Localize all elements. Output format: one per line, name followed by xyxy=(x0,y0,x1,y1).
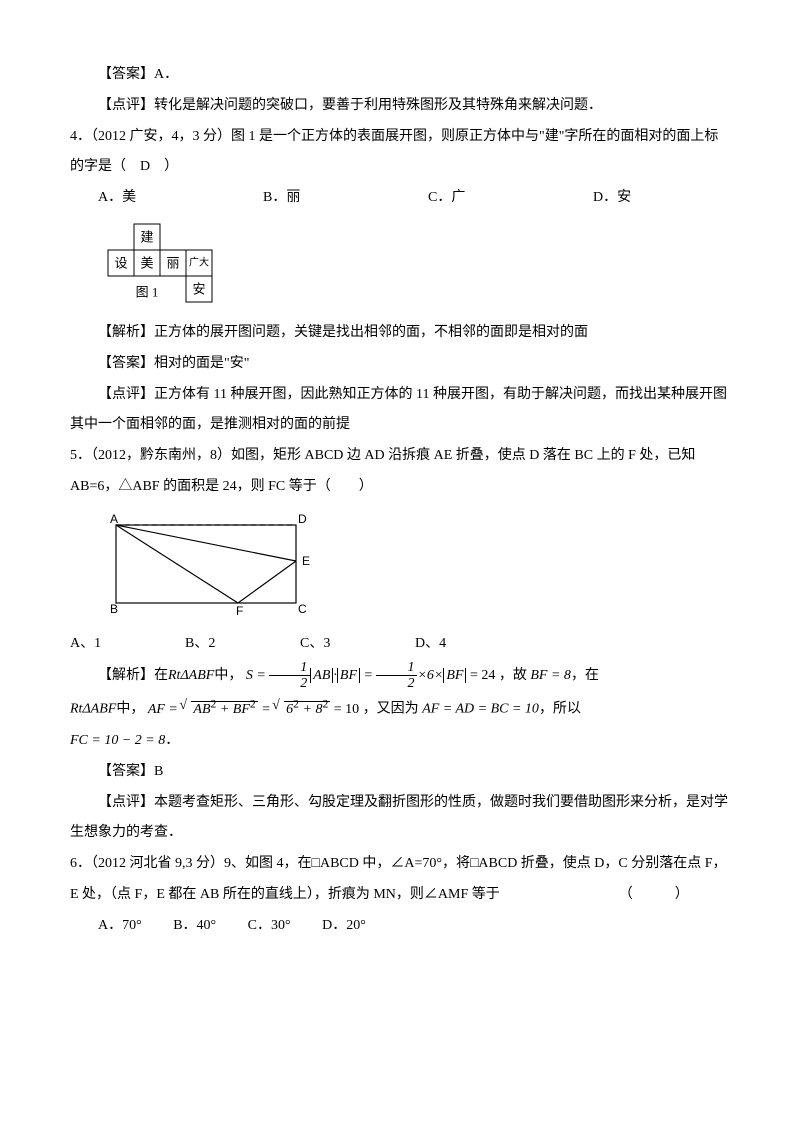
cube-net-svg: 建 设 美 丽 广大 安 图 1 xyxy=(98,220,248,312)
q5-opt-c: C、3 xyxy=(300,629,415,660)
q6-stem: 6．（2012 河北省 9,3 分）9、如图 4，在□ABCD 中，∠A=70°… xyxy=(70,849,730,911)
since: ，又因为 xyxy=(363,702,419,717)
cell-li: 丽 xyxy=(166,255,179,270)
q5-stem: 5．（2012，黔东南州，8）如图，矩形 ABCD 边 AD 沿拆痕 AE 折叠… xyxy=(70,441,730,503)
label-c: C xyxy=(298,602,307,616)
cell-mei: 美 xyxy=(140,255,153,270)
q6-opt-d: D．20° xyxy=(322,918,366,933)
q5-fc: FC = 10 − 2 = 8． xyxy=(70,726,730,757)
q5-options: A、1 B、2 C、3 D、4 xyxy=(70,629,530,660)
q4-answer: 【答案】相对的面是"安" xyxy=(70,349,730,380)
q5-opt-a: A、1 xyxy=(70,629,185,660)
so: ，所以 xyxy=(539,702,581,717)
label-f: F xyxy=(236,604,243,618)
q5-rt2: RtΔABF xyxy=(70,702,116,717)
cell-guangda: 广大 xyxy=(189,255,209,268)
label-e: E xyxy=(302,554,310,568)
q5-mid1: 中， xyxy=(214,668,242,683)
cell-she: 设 xyxy=(114,255,127,270)
q5-analysis-line2: RtΔABF中， AF = AB2 + BF2 = 62 + 82 = 10 ，… xyxy=(70,691,730,725)
eq24: = 24 xyxy=(466,668,495,683)
q4-opt-a: A．美 xyxy=(70,183,235,214)
q6-opt-b: B．40° xyxy=(173,918,216,933)
rectangle-fold-svg: A B C D E F xyxy=(98,511,318,621)
q4-analysis: 【解析】正方体的展开图问题，关键是找出相邻的面，不相邻的面即是相对的面 xyxy=(70,318,730,349)
q5-mid2: 中， xyxy=(116,702,144,717)
answer-1: 【答案】A． xyxy=(70,60,730,91)
cell-jian: 建 xyxy=(140,229,153,244)
in: ，在 xyxy=(571,668,599,683)
q5-opt-b: B、2 xyxy=(185,629,300,660)
q4-source: 4．（2012 广安，4，3 分） xyxy=(70,129,231,144)
af-ad-bc: AF = AD = BC = 10 xyxy=(422,702,539,717)
q4-comment: 【点评】正方体有 11 种展开图，因此熟知正方体的 11 种展开图，有助于解决问… xyxy=(70,380,730,442)
label-a: A xyxy=(110,512,118,526)
q6-opt-c: C．30° xyxy=(248,918,291,933)
q5-figure: A B C D E F xyxy=(98,511,730,621)
q4-options: A．美 B．丽 C．广 D．安 xyxy=(70,183,730,214)
bf8: BF = 8 xyxy=(530,668,571,683)
cell-an: 安 xyxy=(192,281,205,296)
eq10: = 10 xyxy=(330,702,359,717)
q5-analysis-prefix: 【解析】在 xyxy=(98,668,168,683)
num6: 6 xyxy=(427,668,434,683)
comment-1: 【点评】转化是解决问题的突破口，要善于利用特殊图形及其特殊角来解决问题． xyxy=(70,91,730,122)
hence: ，故 xyxy=(499,668,527,683)
q4-opt-c: C．广 xyxy=(400,183,565,214)
q5-S-formula: S = 12AB·BF = 12×6×BF = 24 xyxy=(246,668,499,683)
q4-opt-b: B．丽 xyxy=(235,183,400,214)
figure-caption: 图 1 xyxy=(136,284,159,299)
q4-opt-d: D．安 xyxy=(565,183,730,214)
q5-analysis-line1: 【解析】在RtΔABF中， S = 12AB·BF = 12×6×BF = 24… xyxy=(70,660,730,692)
q4-figure: 建 设 美 丽 广大 安 图 1 xyxy=(98,220,730,312)
q6-options: A．70° B．40° C．30° D．20° xyxy=(70,911,730,942)
q4-stem: 4．（2012 广安，4，3 分）图 1 是一个正方体的表面展开图，则原正方体中… xyxy=(70,122,730,184)
q5-af-formula: AF = AB2 + BF2 = 62 + 82 = 10 xyxy=(148,702,363,717)
q5-answer: 【答案】B xyxy=(70,757,730,788)
label-d: D xyxy=(298,512,307,526)
q6-opt-a: A．70° xyxy=(98,918,142,933)
label-b: B xyxy=(110,602,118,616)
fc-eq: FC = 10 − 2 = 8 xyxy=(70,733,165,748)
q5-comment: 【点评】本题考查矩形、三角形、勾股定理及翻折图形的性质，做题时我们要借助图形来分… xyxy=(70,788,730,850)
q5-rt1: RtΔABF xyxy=(168,668,214,683)
q5-opt-d: D、4 xyxy=(415,629,530,660)
